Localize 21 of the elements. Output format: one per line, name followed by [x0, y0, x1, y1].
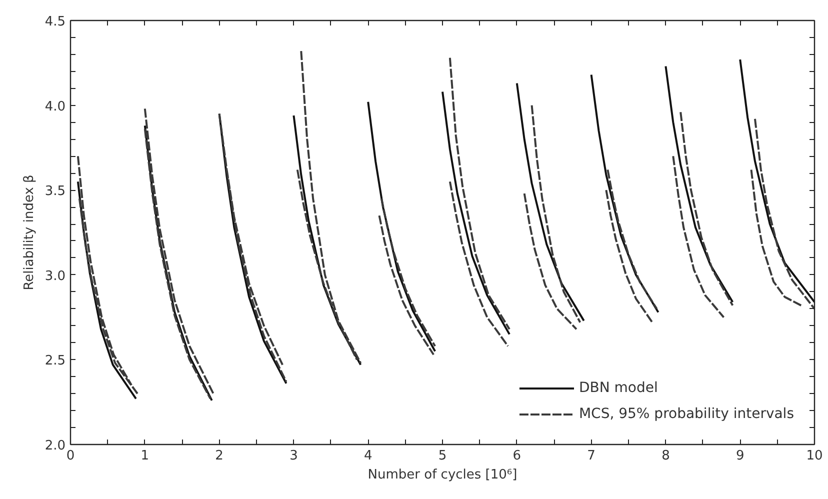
y-tick-label: 2.0 — [44, 438, 66, 454]
x-tick-label: 3 — [290, 448, 298, 464]
y-tick-label: 3.0 — [44, 268, 66, 284]
y-axis-title: Reliability index β — [22, 174, 37, 290]
x-axis-title: Number of cycles [10⁶] — [368, 468, 518, 482]
x-tick-label: 0 — [66, 448, 75, 464]
x-tick-label: 8 — [662, 448, 670, 464]
x-tick-label: 9 — [736, 448, 744, 464]
y-tick-label: 3.5 — [44, 184, 66, 200]
legend-label: DBN model — [578, 380, 658, 396]
x-tick-label: 4 — [364, 448, 372, 464]
x-tick-label: 10 — [806, 448, 823, 464]
x-tick-label: 6 — [512, 448, 522, 464]
y-tick-label: 4.0 — [44, 99, 66, 114]
legend-label: MCS, 95% probability intervals — [578, 406, 794, 422]
y-tick-label: 2.5 — [44, 354, 66, 369]
x-tick-label: 1 — [140, 448, 150, 464]
x-tick-label: 7 — [587, 448, 596, 464]
x-tick-label: 5 — [438, 448, 447, 464]
x-tick-label: 2 — [215, 448, 224, 464]
y-tick-label: 4.5 — [44, 14, 66, 30]
